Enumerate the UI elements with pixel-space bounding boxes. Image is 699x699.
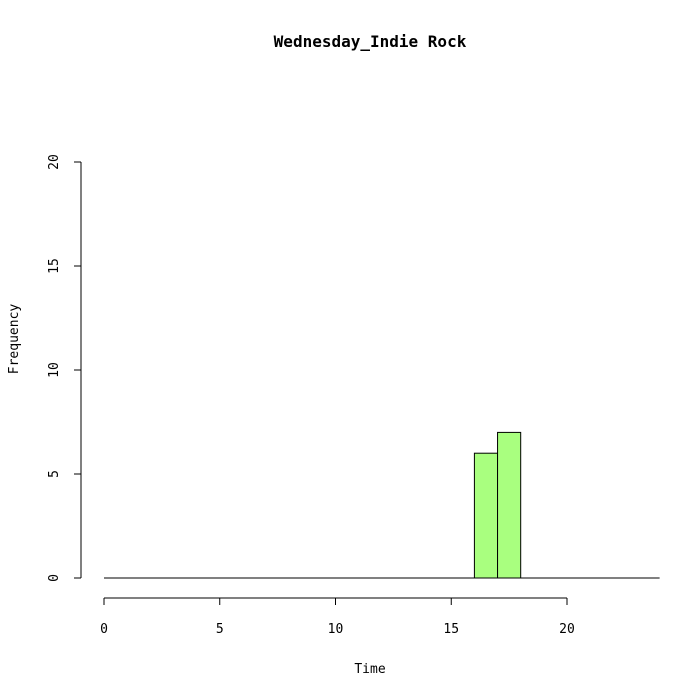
y-tick-label: 0 xyxy=(47,574,62,582)
x-tick-label: 10 xyxy=(328,622,344,637)
histogram-bar-2 xyxy=(497,431,522,579)
y-tick-label: 10 xyxy=(47,362,62,378)
y-axis-label: Frequency xyxy=(7,304,22,375)
histogram-bar-1 xyxy=(473,452,499,579)
y-tick-label: 20 xyxy=(47,154,62,170)
plot-area: 0 5 10 15 20 0 5 10 15 20 xyxy=(47,154,660,637)
x-tick-label: 5 xyxy=(216,622,224,637)
y-tick-label: 15 xyxy=(47,258,62,274)
x-tick-label: 20 xyxy=(559,622,575,637)
x-tick-label: 15 xyxy=(443,622,459,637)
chart-title: Wednesday_Indie Rock xyxy=(274,32,467,51)
y-tick-label: 5 xyxy=(47,470,62,478)
x-axis-label: Time xyxy=(354,662,385,677)
x-tick-label: 0 xyxy=(100,622,108,637)
